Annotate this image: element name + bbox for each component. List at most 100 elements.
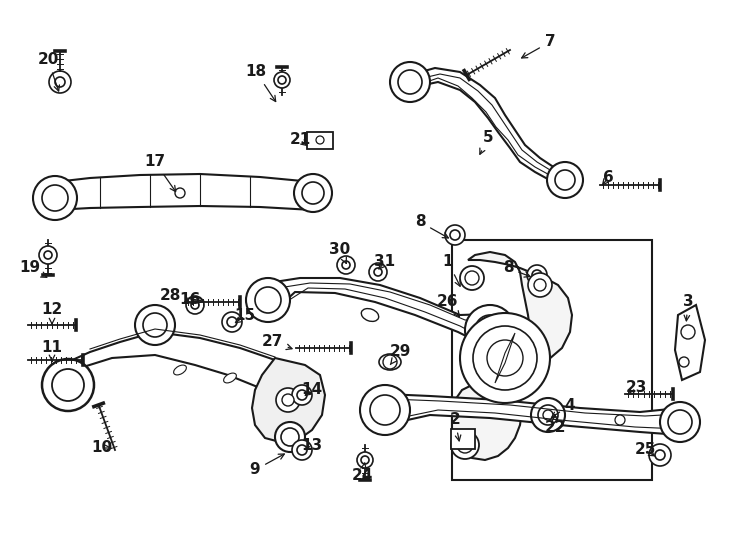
- FancyBboxPatch shape: [307, 132, 333, 149]
- Circle shape: [475, 315, 505, 345]
- Circle shape: [532, 270, 542, 280]
- Circle shape: [222, 312, 242, 332]
- Circle shape: [398, 70, 422, 94]
- Circle shape: [450, 230, 460, 240]
- Circle shape: [360, 385, 410, 435]
- Text: 9: 9: [250, 454, 284, 477]
- Circle shape: [302, 182, 324, 204]
- Circle shape: [473, 326, 537, 390]
- Circle shape: [534, 279, 546, 291]
- Circle shape: [55, 77, 65, 87]
- Circle shape: [465, 305, 515, 355]
- Text: 5: 5: [480, 131, 493, 154]
- Circle shape: [460, 313, 550, 403]
- Circle shape: [276, 388, 300, 412]
- Circle shape: [547, 162, 583, 198]
- Text: 26: 26: [437, 294, 459, 316]
- Text: 28: 28: [159, 287, 204, 303]
- Text: 2: 2: [450, 413, 461, 441]
- Text: 18: 18: [245, 64, 276, 102]
- Circle shape: [143, 313, 167, 337]
- Circle shape: [33, 176, 77, 220]
- Text: 4: 4: [551, 397, 575, 417]
- Polygon shape: [252, 358, 325, 442]
- Circle shape: [39, 246, 57, 264]
- Circle shape: [668, 410, 692, 434]
- Text: 19: 19: [19, 260, 47, 278]
- Circle shape: [361, 456, 369, 464]
- Text: 12: 12: [41, 302, 62, 324]
- Text: 16: 16: [179, 293, 200, 307]
- Circle shape: [655, 450, 665, 460]
- Text: 14: 14: [302, 382, 322, 397]
- Circle shape: [370, 395, 400, 425]
- Circle shape: [281, 428, 299, 446]
- Ellipse shape: [361, 308, 379, 321]
- Text: 25: 25: [634, 442, 655, 457]
- Circle shape: [543, 410, 553, 420]
- Ellipse shape: [224, 373, 236, 383]
- Circle shape: [292, 440, 312, 460]
- Text: 20: 20: [37, 52, 59, 91]
- Circle shape: [649, 444, 671, 466]
- Polygon shape: [495, 333, 515, 383]
- Text: 23: 23: [625, 381, 647, 395]
- Circle shape: [227, 317, 237, 327]
- Circle shape: [528, 273, 552, 297]
- Circle shape: [681, 325, 695, 339]
- Circle shape: [531, 398, 565, 432]
- FancyBboxPatch shape: [451, 429, 475, 449]
- Circle shape: [186, 296, 204, 314]
- Circle shape: [383, 355, 397, 369]
- Circle shape: [42, 185, 68, 211]
- Circle shape: [316, 136, 324, 144]
- Polygon shape: [68, 332, 305, 400]
- PathPatch shape: [55, 174, 313, 210]
- Circle shape: [465, 271, 479, 285]
- Circle shape: [49, 71, 71, 93]
- Circle shape: [615, 415, 625, 425]
- Circle shape: [679, 357, 689, 367]
- Circle shape: [278, 76, 286, 84]
- Circle shape: [297, 390, 307, 400]
- Polygon shape: [385, 394, 680, 435]
- Text: 29: 29: [389, 345, 411, 364]
- Circle shape: [42, 359, 94, 411]
- Circle shape: [374, 268, 382, 276]
- Circle shape: [297, 445, 307, 455]
- Text: 31: 31: [374, 254, 396, 269]
- Circle shape: [357, 452, 373, 468]
- Circle shape: [342, 261, 350, 269]
- Circle shape: [445, 225, 465, 245]
- Circle shape: [246, 278, 290, 322]
- Circle shape: [538, 405, 558, 425]
- Circle shape: [282, 394, 294, 406]
- Text: 6: 6: [603, 171, 614, 186]
- Text: 27: 27: [261, 334, 292, 349]
- Ellipse shape: [174, 365, 186, 375]
- Circle shape: [294, 174, 332, 212]
- Text: 11: 11: [42, 341, 62, 361]
- Circle shape: [460, 266, 484, 290]
- Circle shape: [457, 437, 473, 453]
- Circle shape: [660, 402, 700, 442]
- Text: 17: 17: [145, 154, 175, 192]
- Text: 8: 8: [503, 260, 530, 277]
- Text: 10: 10: [92, 441, 112, 456]
- Circle shape: [274, 72, 290, 88]
- Text: 15: 15: [234, 308, 255, 323]
- Text: 13: 13: [302, 437, 322, 453]
- Circle shape: [390, 62, 430, 102]
- Circle shape: [451, 431, 479, 459]
- FancyBboxPatch shape: [452, 240, 652, 480]
- Circle shape: [555, 170, 575, 190]
- Circle shape: [527, 265, 547, 285]
- Text: 24: 24: [352, 463, 373, 483]
- Ellipse shape: [379, 354, 401, 370]
- Polygon shape: [452, 252, 572, 460]
- Circle shape: [52, 369, 84, 401]
- Circle shape: [135, 305, 175, 345]
- Polygon shape: [268, 278, 490, 348]
- Circle shape: [175, 188, 185, 198]
- Text: 21: 21: [289, 132, 310, 147]
